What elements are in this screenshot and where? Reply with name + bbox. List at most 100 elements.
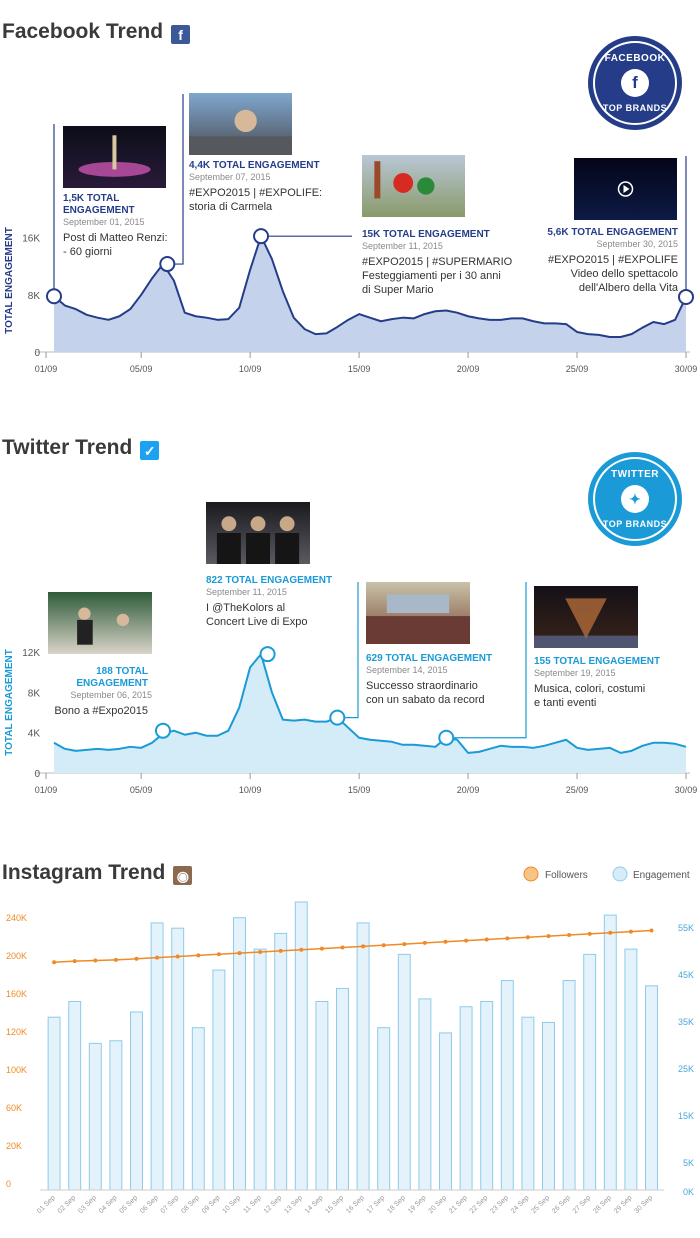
category-label: 07 Sep: [160, 1194, 181, 1215]
annotation-marker: [253, 228, 270, 245]
followers-point: [505, 936, 510, 941]
right-axis-label: 35K: [678, 1017, 694, 1027]
annotation-marker: [329, 709, 346, 726]
engagement-bar: [88, 1042, 102, 1191]
twitter-trend-chart: 01/09 05/09 10/09 15/09 20/09 25/09 30/09 0 4K 8K…: [4, 502, 697, 795]
annotation-date: September 11, 2015: [206, 587, 287, 597]
engagement-bar: [356, 922, 370, 1191]
engagement-bar: [439, 1032, 452, 1191]
twitter-bird-icon: ✦: [621, 485, 649, 513]
x-tick-label: 30/09: [675, 364, 698, 374]
instagram-icon: ◉: [173, 866, 193, 885]
engagement-bar: [233, 917, 246, 1191]
engagement-bar: [68, 1000, 82, 1191]
followers-point: [361, 944, 366, 949]
annotation-connector: [167, 94, 184, 265]
x-tick-label: 10/09: [239, 364, 262, 374]
annotation-engagement: 4,4K TOTAL ENGAGEMENT: [189, 160, 320, 171]
facebook-badge-icon: f: [621, 69, 649, 97]
engagement-bar: [253, 948, 267, 1191]
annotation-text: Post di Matteo Renzi:: [63, 232, 168, 244]
annotation-text: #EXPO2015 | #EXPOLIFE: [548, 254, 678, 266]
followers-point: [134, 956, 139, 961]
followers-point: [649, 928, 654, 933]
followers-point: [216, 952, 221, 957]
y-tick-label: 16K: [22, 234, 40, 245]
x-tick-label: 01/09: [35, 785, 58, 795]
engagement-bar: [459, 1006, 473, 1191]
right-axis-label: 0K: [683, 1187, 694, 1197]
followers-point: [608, 930, 613, 935]
photo-the-kolors: [206, 502, 310, 564]
category-label: 15 Sep: [325, 1194, 346, 1215]
category-label: 17 Sep: [366, 1194, 387, 1215]
annotation-connector: [337, 582, 359, 719]
annotation-engagement: ENGAGEMENT: [76, 678, 148, 689]
instagram-legend: Followers Engagement: [523, 866, 690, 882]
engagement-bar: [500, 980, 514, 1191]
category-label: 14 Sep: [304, 1194, 325, 1215]
facebook-trend-chart: 01/09 05/09 10/09 15/09 20/09 25/09 30/09 0 8K 16…: [4, 93, 698, 374]
engagement-bar: [109, 1040, 123, 1191]
annotation-text: Musica, colori, costumi: [534, 683, 645, 695]
y-tick-label: 8K: [28, 291, 41, 302]
annotation-text: di Super Mario: [362, 284, 434, 296]
x-tick-label: 25/09: [566, 785, 589, 795]
y-tick-label: 4K: [28, 729, 41, 740]
followers-point: [587, 931, 592, 936]
engagement-bar: [645, 985, 658, 1191]
annotation-text: storia di Carmela: [189, 201, 273, 213]
annotation-text: Festeggiamenti per i 30 anni: [362, 270, 501, 282]
x-tick-label: 15/09: [348, 364, 371, 374]
annotation-engagement: 15K TOTAL ENGAGEMENT: [362, 229, 490, 240]
followers-point: [237, 951, 242, 956]
category-label: 24 Sep: [510, 1194, 531, 1215]
photo-crowd-pavilion: [366, 582, 470, 644]
video-tree-of-life: [574, 158, 677, 220]
y-axis-label: TOTAL ENGAGEMENT: [4, 649, 15, 756]
followers-point: [567, 933, 572, 937]
annotation-marker: [159, 256, 176, 273]
engagement-area: [54, 236, 686, 352]
annotation-text: e tanti eventi: [534, 697, 596, 709]
x-tick-label: 20/09: [457, 364, 480, 374]
engagement-bar: [603, 914, 617, 1191]
facebook-top-brands-badge: FACEBOOK f TOP BRANDS: [588, 36, 682, 130]
x-tick-label: 01/09: [35, 364, 58, 374]
y-tick-label: 8K: [28, 688, 41, 699]
category-label: 22 Sep: [469, 1194, 490, 1215]
followers-point: [319, 946, 324, 951]
annotation-engagement: ENGAGEMENT: [63, 205, 135, 216]
followers-point: [175, 954, 180, 959]
annotation-date: September 19, 2015: [534, 668, 616, 678]
category-label: 29 Sep: [613, 1194, 634, 1215]
left-axis-label: 100K: [6, 1065, 27, 1075]
annotation-text: #EXPO2015 | #EXPOLIFE:: [189, 187, 322, 199]
twitter-trend-title: Twitter Trend ✓: [2, 436, 160, 460]
x-tick-label: 05/09: [130, 364, 153, 374]
legend-followers-swatch: [523, 866, 539, 882]
annotation-date: September 30, 2015: [596, 239, 678, 249]
followers-point: [484, 937, 489, 942]
followers-point: [422, 940, 427, 945]
photo-tree-of-life-show: [534, 586, 638, 648]
category-label: 23 Sep: [489, 1194, 510, 1215]
category-label: 03 Sep: [77, 1194, 98, 1215]
right-axis-label: 45K: [678, 970, 694, 980]
annotation-date: September 06, 2015: [70, 690, 152, 700]
y-tick-label: 12K: [22, 648, 40, 659]
engagement-bar: [150, 922, 164, 1191]
photo-fountain-night: [63, 126, 166, 188]
x-tick-label: 05/09: [130, 785, 153, 795]
category-label: 26 Sep: [551, 1194, 572, 1215]
category-label: 10 Sep: [222, 1194, 243, 1215]
followers-point: [628, 929, 633, 934]
facebook-icon: f: [171, 25, 191, 44]
right-axis-label: 15K: [678, 1111, 694, 1121]
annotation-marker: [678, 288, 694, 305]
category-label: 02 Sep: [57, 1194, 78, 1215]
